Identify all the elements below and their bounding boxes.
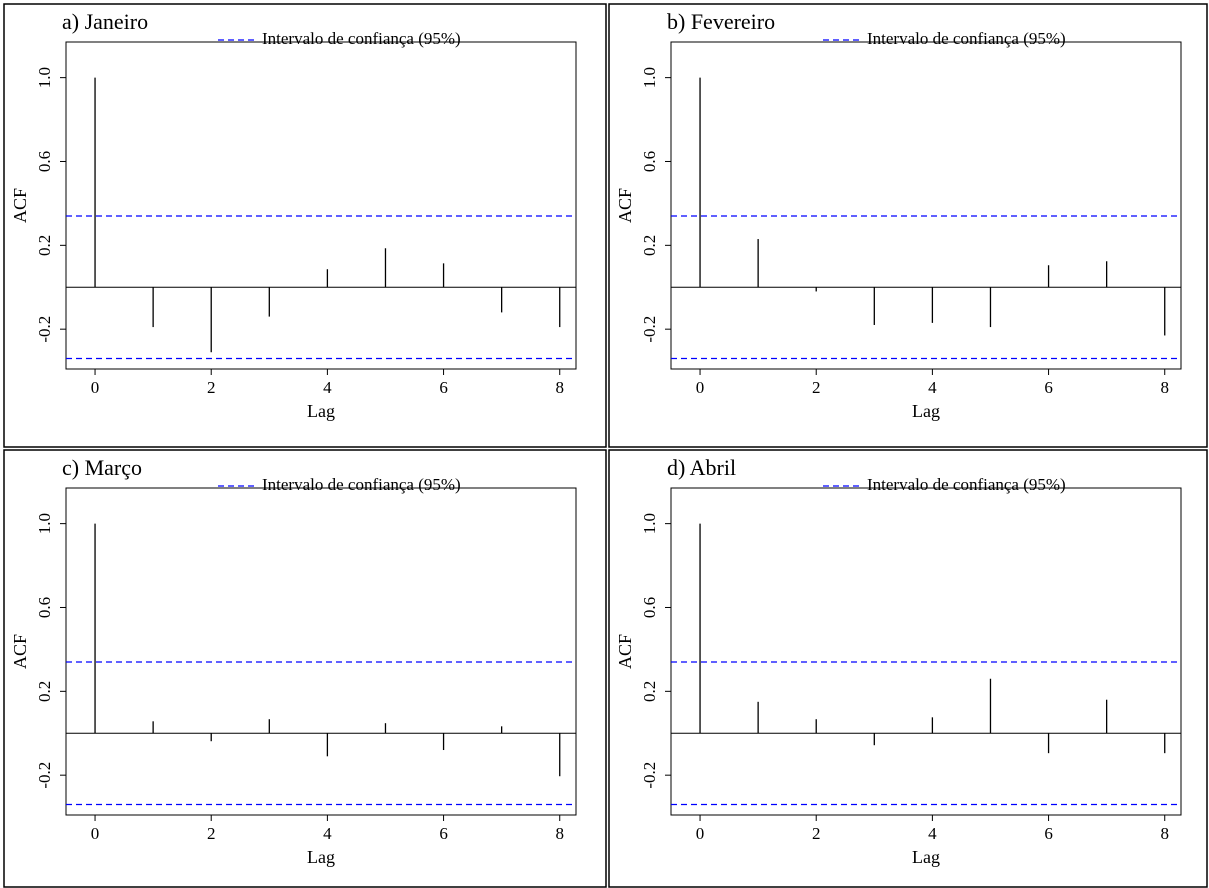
x-tick-label: 8 [555, 378, 564, 397]
x-tick-label: 6 [1044, 824, 1053, 843]
x-tick-label: 4 [323, 378, 332, 397]
panel-title: a) Janeiro [62, 9, 148, 34]
y-tick-label: 0.6 [640, 597, 659, 618]
legend-label: Intervalo de confiança (95%) [867, 475, 1066, 494]
panel-title: c) Março [62, 455, 142, 480]
x-tick-label: 4 [928, 378, 937, 397]
x-tick-label: 2 [812, 378, 821, 397]
x-tick-label: 8 [1160, 378, 1169, 397]
y-tick-label: -0.2 [640, 316, 659, 343]
x-tick-label: 0 [696, 824, 705, 843]
y-tick-label: 1.0 [35, 67, 54, 88]
x-tick-label: 6 [439, 378, 448, 397]
y-tick-label: 0.6 [640, 151, 659, 172]
x-axis-label: Lag [307, 847, 335, 867]
x-tick-label: 0 [696, 378, 705, 397]
panel: a) Janeiro 1.0 0.6 0.2 -0.2 0 2 4 6 8 Lag ACF Interv… [3, 3, 607, 448]
x-tick-label: 2 [812, 824, 821, 843]
y-tick-label: 1.0 [640, 67, 659, 88]
panel-border [3, 3, 607, 448]
x-tick-label: 6 [1044, 378, 1053, 397]
y-tick-label: -0.2 [640, 762, 659, 789]
x-axis-label: Lag [912, 401, 940, 421]
legend-label: Intervalo de confiança (95%) [262, 475, 461, 494]
x-tick-label: 6 [439, 824, 448, 843]
y-tick-label: 1.0 [640, 513, 659, 534]
y-tick-label: 0.2 [35, 681, 54, 702]
x-axis-label: Lag [307, 401, 335, 421]
x-tick-label: 8 [1160, 824, 1169, 843]
x-tick-label: 2 [207, 378, 216, 397]
y-tick-label: 1.0 [35, 513, 54, 534]
legend-label: Intervalo de confiança (95%) [867, 29, 1066, 48]
x-tick-label: 0 [91, 824, 100, 843]
x-tick-label: 4 [323, 824, 332, 843]
x-tick-label: 0 [91, 378, 100, 397]
x-axis-label: Lag [912, 847, 940, 867]
panel: d) Abril 1.0 0.6 0.2 -0.2 0 2 4 6 8 Lag ACF Interval… [608, 449, 1208, 888]
y-tick-label: 0.2 [35, 235, 54, 256]
plot-frame [670, 41, 1182, 370]
x-tick-label: 4 [928, 824, 937, 843]
x-tick-label: 2 [207, 824, 216, 843]
y-tick-label: -0.2 [35, 762, 54, 789]
panel: c) Março 1.0 0.6 0.2 -0.2 0 2 4 6 8 Lag ACF Interval… [3, 449, 607, 888]
y-tick-label: -0.2 [35, 316, 54, 343]
y-tick-label: 0.2 [640, 235, 659, 256]
panel-title: d) Abril [667, 455, 736, 480]
plot-frame [65, 487, 577, 816]
y-axis-label: ACF [615, 634, 635, 669]
y-axis-label: ACF [10, 634, 30, 669]
plot-frame [65, 41, 577, 370]
panel: b) Fevereiro 1.0 0.6 0.2 -0.2 0 2 4 6 8 Lag ACF Inte… [608, 3, 1208, 448]
panel-border [608, 449, 1208, 888]
y-axis-label: ACF [10, 188, 30, 223]
panel-border [3, 449, 607, 888]
panel-title: b) Fevereiro [667, 9, 775, 34]
plot-frame [670, 487, 1182, 816]
panel-border [608, 3, 1208, 448]
y-tick-label: 0.2 [640, 681, 659, 702]
y-tick-label: 0.6 [35, 597, 54, 618]
legend-label: Intervalo de confiança (95%) [262, 29, 461, 48]
x-tick-label: 8 [555, 824, 564, 843]
y-tick-label: 0.6 [35, 151, 54, 172]
y-axis-label: ACF [615, 188, 635, 223]
